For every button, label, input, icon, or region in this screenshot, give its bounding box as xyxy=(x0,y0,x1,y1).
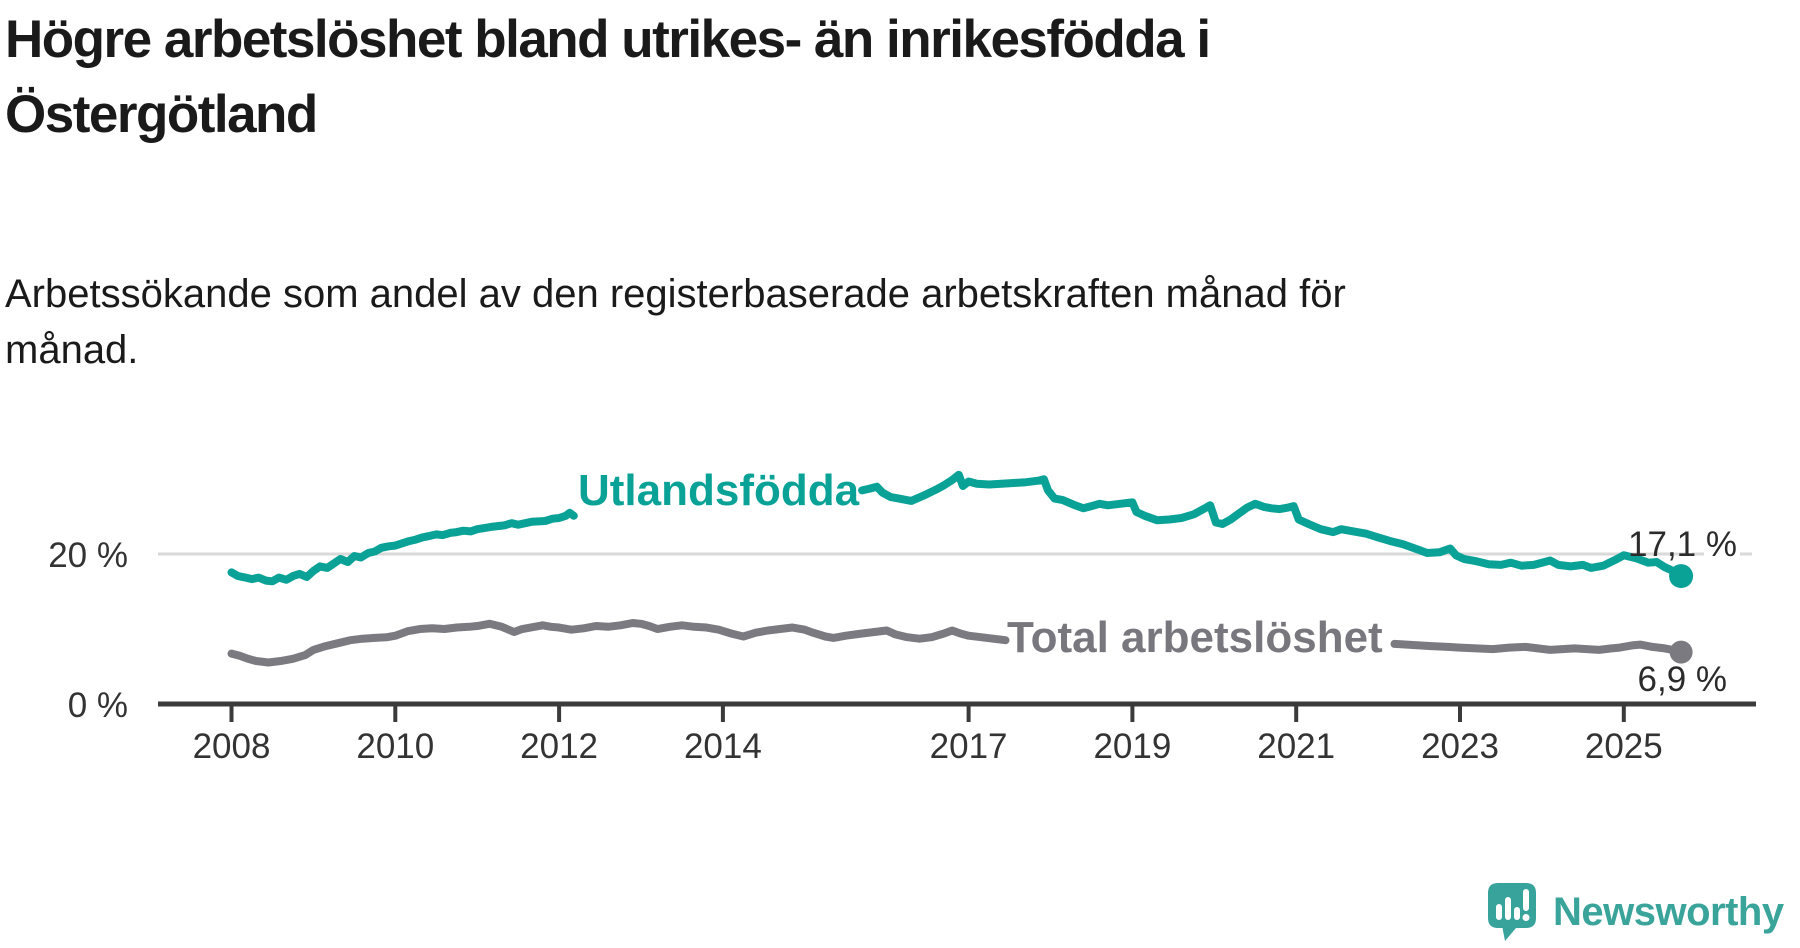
x-tick-label-2012: 2012 xyxy=(520,727,598,766)
page-title-line-2: Östergötland xyxy=(5,85,318,144)
newsworthy-logo: Newsworthy xyxy=(1486,882,1784,942)
x-tick-label-2017: 2017 xyxy=(930,727,1008,766)
x-tick-label-2014: 2014 xyxy=(684,727,762,766)
series-line-utlandsfodda-1 xyxy=(858,470,1686,581)
chart-subtitle: Arbetssökande som andel av den registerb… xyxy=(5,266,1346,378)
newsworthy-logo-text: Newsworthy xyxy=(1553,889,1784,934)
page-title-line-1: Högre arbetslöshet bland utrikes- än inr… xyxy=(5,10,1211,69)
x-axis-ticks: 2008 2010 2012 2014 2017 2019 2021 2023 2025 xyxy=(193,704,1663,766)
y-tick-label-20: 20 % xyxy=(48,536,128,575)
x-tick-label-2010: 2010 xyxy=(356,727,434,766)
series-line-total-1 xyxy=(1390,639,1686,657)
series-label-utlandsfodda: Utlandsfödda xyxy=(578,466,860,515)
series-line-utlandsfodda-0 xyxy=(227,508,578,586)
chart-subtitle-line-1: Arbetssökande som andel av den registerb… xyxy=(5,272,1346,316)
chart-subtitle-line-2: månad. xyxy=(5,328,139,372)
series-end-dot-utlandsfodda xyxy=(1669,564,1694,589)
page-title: Högre arbetslöshet bland utrikes- än inr… xyxy=(5,2,1211,152)
end-value-label-total: 6,9 % xyxy=(1638,660,1728,699)
x-tick-label-2023: 2023 xyxy=(1421,727,1499,766)
chart-speech-bubble-icon xyxy=(1488,883,1536,941)
series-label-total: Total arbetslöshet xyxy=(1007,613,1383,662)
series-line-total-0 xyxy=(227,619,1010,667)
x-tick-label-2025: 2025 xyxy=(1585,727,1663,766)
chart-series xyxy=(227,470,1694,667)
x-tick-label-2008: 2008 xyxy=(193,727,271,766)
end-value-label-utlandsfodda: 17,1 % xyxy=(1628,525,1737,564)
x-tick-label-2019: 2019 xyxy=(1093,727,1171,766)
y-tick-label-0: 0 % xyxy=(68,686,128,725)
series-end-dot-total xyxy=(1669,640,1693,664)
x-tick-label-2021: 2021 xyxy=(1257,727,1335,766)
